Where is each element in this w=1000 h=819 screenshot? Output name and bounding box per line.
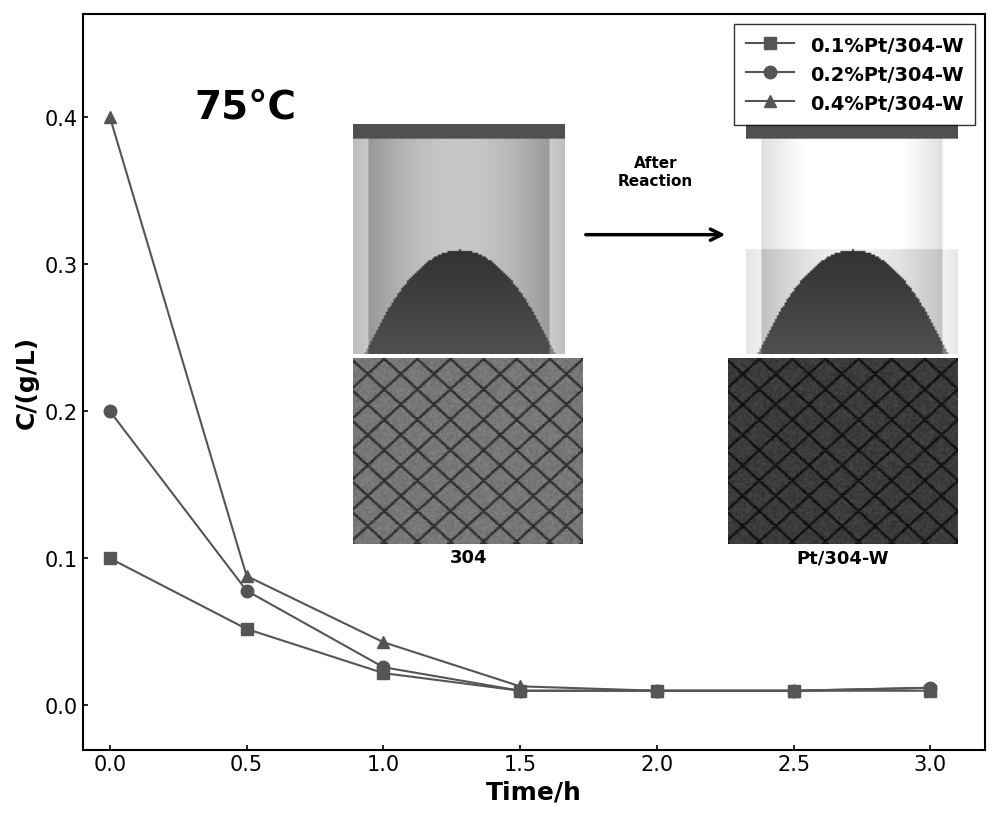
Legend: 0.1%Pt/304-W, 0.2%Pt/304-W, 0.4%Pt/304-W: 0.1%Pt/304-W, 0.2%Pt/304-W, 0.4%Pt/304-W <box>734 25 975 125</box>
0.1%Pt/304-W <box>514 686 526 696</box>
0.4%Pt/304-W <box>514 681 526 691</box>
Line: 0.2%Pt/304-W: 0.2%Pt/304-W <box>104 405 937 697</box>
0.1%Pt/304-W <box>924 686 936 696</box>
0.1%Pt/304-W <box>104 554 116 563</box>
0.4%Pt/304-W <box>241 572 253 581</box>
0.4%Pt/304-W <box>651 686 663 696</box>
Line: 0.1%Pt/304-W: 0.1%Pt/304-W <box>104 552 937 697</box>
0.2%Pt/304-W <box>788 686 800 696</box>
0.1%Pt/304-W <box>377 668 389 678</box>
Text: 75°C: 75°C <box>194 88 296 126</box>
0.4%Pt/304-W <box>924 683 936 693</box>
0.2%Pt/304-W <box>514 686 526 696</box>
0.2%Pt/304-W <box>104 407 116 417</box>
0.4%Pt/304-W <box>104 113 116 123</box>
0.4%Pt/304-W <box>788 686 800 696</box>
0.2%Pt/304-W <box>377 663 389 672</box>
0.2%Pt/304-W <box>924 683 936 693</box>
Y-axis label: C/(g/L): C/(g/L) <box>15 336 39 429</box>
0.2%Pt/304-W <box>651 686 663 696</box>
0.4%Pt/304-W <box>377 637 389 647</box>
X-axis label: Time/h: Time/h <box>486 780 582 804</box>
0.1%Pt/304-W <box>788 686 800 696</box>
0.1%Pt/304-W <box>241 624 253 634</box>
0.2%Pt/304-W <box>241 586 253 596</box>
Line: 0.4%Pt/304-W: 0.4%Pt/304-W <box>104 111 937 697</box>
0.1%Pt/304-W <box>651 686 663 696</box>
